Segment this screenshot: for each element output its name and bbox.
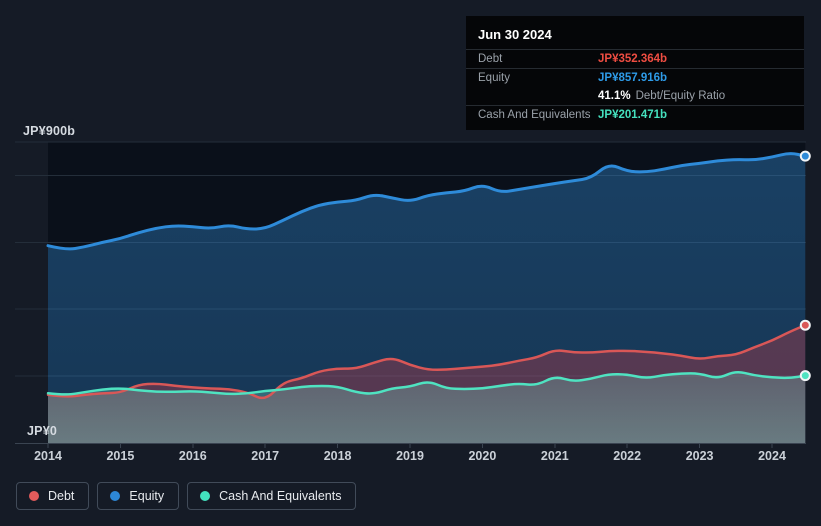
x-tick-label: 2023	[686, 449, 714, 463]
chart-tooltip: Jun 30 2024 Debt JP¥352.364b Equity JP¥8…	[466, 16, 804, 130]
chart-legend: Debt Equity Cash And Equivalents	[16, 482, 357, 510]
tooltip-cash-row: Cash And Equivalents JP¥201.471b	[466, 105, 804, 124]
cash-area	[48, 372, 806, 443]
legend-cash-label: Cash And Equivalents	[219, 489, 342, 503]
x-tick-label: 2019	[396, 449, 424, 463]
equity-area	[48, 153, 806, 443]
debt-swatch-icon	[29, 491, 39, 501]
y-axis-label-max: JP¥900b	[23, 124, 76, 138]
debt-end-dot	[799, 319, 811, 331]
x-tick-label: 2022	[613, 449, 641, 463]
y-axis-label-min: JP¥0	[27, 424, 57, 438]
tooltip-debt-label: Debt	[478, 53, 503, 65]
x-tick-label: 2015	[106, 449, 134, 463]
legend-item-cash[interactable]: Cash And Equivalents	[187, 482, 357, 510]
tooltip-equity-value: JP¥857.916b	[598, 72, 668, 84]
x-tick-label: 2017	[251, 449, 279, 463]
equity-swatch-icon	[110, 491, 121, 501]
equity-end-dot	[799, 150, 811, 162]
x-tick-label: 2020	[468, 449, 496, 463]
tooltip-date: Jun 30 2024	[478, 27, 552, 42]
cash-swatch-icon	[200, 491, 211, 501]
tooltip-ratio-label: Debt/Equity Ratio	[635, 90, 726, 102]
debt-line	[46, 323, 807, 400]
legend-item-equity[interactable]: Equity	[97, 482, 180, 510]
x-tick-label: 2021	[541, 449, 569, 463]
legend-debt-label: Debt	[48, 489, 75, 503]
legend-item-debt[interactable]: Debt	[16, 482, 90, 510]
x-tick-label: 2014	[34, 449, 62, 463]
tooltip-cash-value: JP¥201.471b	[598, 109, 668, 121]
equity-line	[46, 152, 807, 251]
tooltip-debt-row: Debt JP¥352.364b	[466, 49, 804, 68]
x-tick-label: 2024	[758, 449, 786, 463]
tooltip-debt-value: JP¥352.364b	[598, 53, 668, 65]
tooltip-equity-row: Equity JP¥857.916b	[466, 68, 804, 87]
tooltip-equity-label: Equity	[478, 72, 510, 84]
tooltip-ratio-row: 41.1% Debt/Equity Ratio	[466, 87, 804, 105]
x-tick-label: 2018	[324, 449, 352, 463]
cash-end-dot	[799, 370, 811, 382]
cash-line	[46, 371, 807, 396]
x-tick-label: 2016	[179, 449, 207, 463]
tooltip-cash-label: Cash And Equivalents	[478, 109, 591, 121]
tooltip-ratio-value: 41.1%	[598, 90, 631, 102]
legend-equity-label: Equity	[129, 489, 165, 503]
